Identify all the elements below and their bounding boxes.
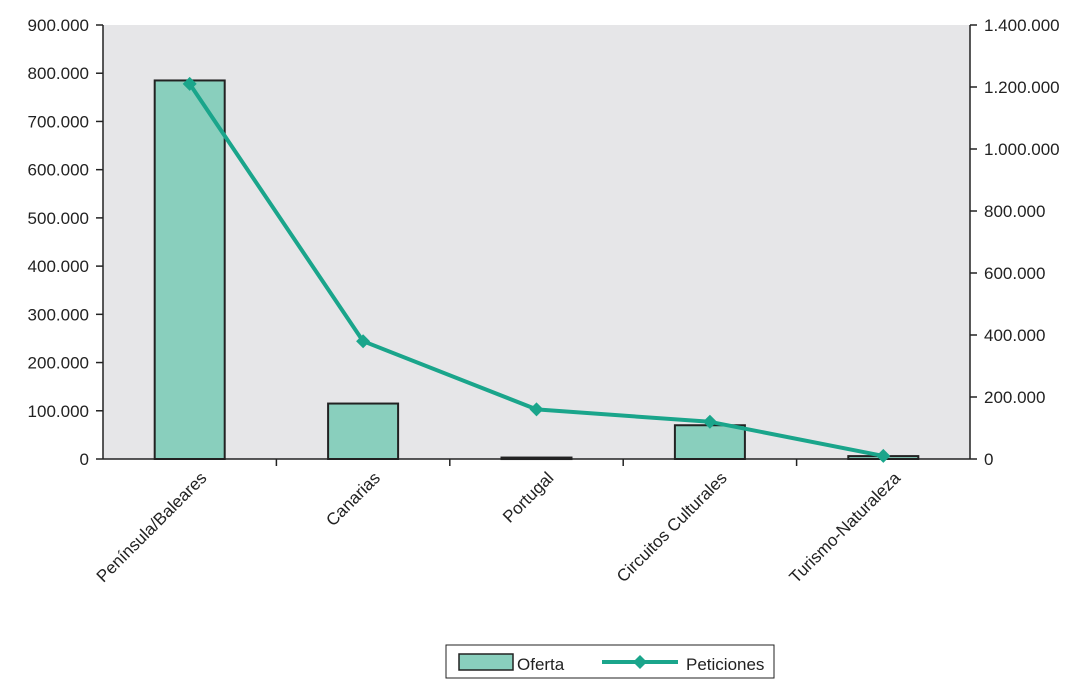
y-left-tick-label: 100.000 <box>28 402 89 421</box>
y-right-tick-label: 200.000 <box>984 388 1045 407</box>
y-right-tick-label: 1.000.000 <box>984 140 1060 159</box>
legend-label-peticiones: Peticiones <box>686 655 764 674</box>
plot-area <box>103 25 970 459</box>
point-peticiones-turismo-naturaleza <box>876 448 891 463</box>
line-layer <box>182 76 891 463</box>
y-left-tick-label: 900.000 <box>28 16 89 35</box>
legend-swatch-peticiones-marker <box>633 655 647 669</box>
y-right-tick-label: 0 <box>984 450 993 469</box>
bar-circuitos-culturales <box>673 424 746 460</box>
legend-swatch-oferta <box>458 653 514 671</box>
y-left-tick-label: 500.000 <box>28 209 89 228</box>
y-right-tick-label: 1.200.000 <box>984 78 1060 97</box>
bar-peninsula-baleares <box>153 79 226 460</box>
y-right-tick-label: 1.400.000 <box>984 16 1060 35</box>
y-left-tick-label: 300.000 <box>28 305 89 324</box>
y-left-tick-label: 700.000 <box>28 112 89 131</box>
y-right-tick-label: 800.000 <box>984 202 1045 221</box>
legend-label-oferta: Oferta <box>517 655 565 674</box>
x-tick-label: Circuitos Culturales <box>613 468 731 586</box>
y-left-tick-label: 600.000 <box>28 161 89 180</box>
y-left-tick-label: 200.000 <box>28 354 89 373</box>
y-left-tick-label: 0 <box>80 450 89 469</box>
x-tick-label: Portugal <box>499 468 557 526</box>
y-left-tick-label: 400.000 <box>28 257 89 276</box>
y-right-tick-label: 600.000 <box>984 264 1045 283</box>
bar-canarias <box>327 402 400 460</box>
bars-layer <box>153 79 920 461</box>
y-left-tick-label: 800.000 <box>28 64 89 83</box>
point-peticiones-peninsula-baleares <box>182 76 197 91</box>
point-peticiones-circuitos-culturales <box>702 414 717 429</box>
x-tick-label: Península/Baleares <box>93 468 211 586</box>
legend: Oferta Peticiones <box>445 644 775 679</box>
y-right-tick-label: 400.000 <box>984 326 1045 345</box>
x-tick-label: Turismo-Naturaleza <box>786 468 905 587</box>
point-peticiones-canarias <box>356 334 371 349</box>
point-peticiones-portugal <box>529 402 544 417</box>
x-tick-label: Canarias <box>322 468 384 530</box>
